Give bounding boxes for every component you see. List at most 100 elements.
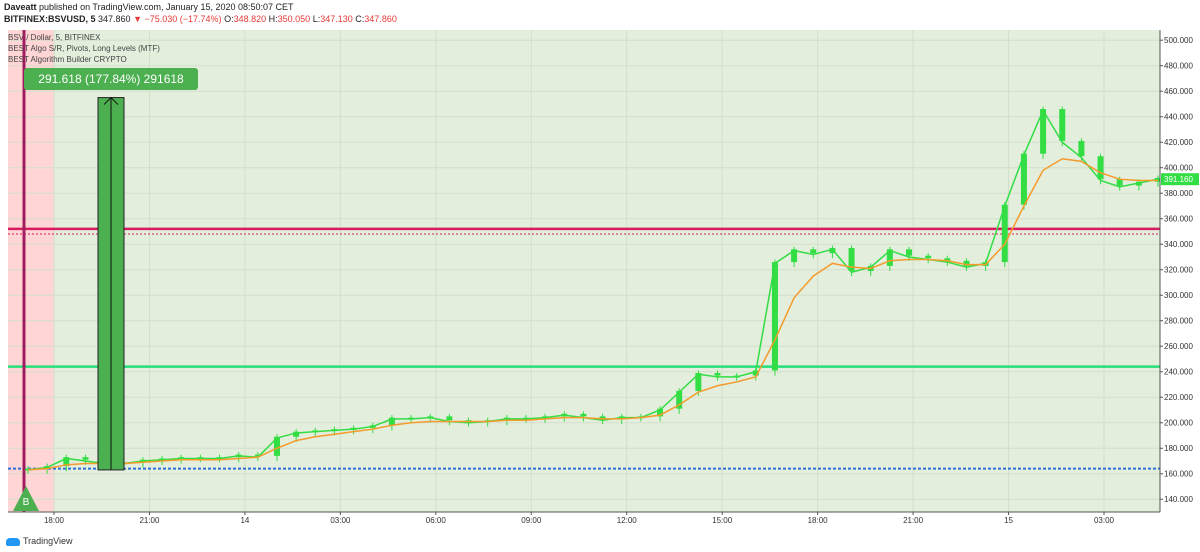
tradingview-logo[interactable]: TradingView: [6, 536, 73, 546]
author[interactable]: Daveatt: [4, 2, 37, 12]
candle-body: [1001, 204, 1008, 263]
cloud-icon: [6, 537, 20, 546]
x-axis[interactable]: 18:00 21:00 14 03:00 06:00 09:00 12:00 15:00 18:…: [8, 511, 1160, 525]
c-value: 347.860: [364, 14, 397, 24]
x-tick-label: 06:00: [426, 516, 447, 525]
y-tick-label: 240.000: [1164, 368, 1193, 377]
x-tick-label: 09:00: [521, 516, 542, 525]
ema-path: [27, 158, 1158, 471]
buy-label: B: [23, 497, 30, 508]
y-tick-label: 380.000: [1164, 189, 1193, 198]
l-label: L:: [312, 14, 321, 24]
indicator-legend: BSV / Dollar, 5, BITFINEX BEST Algo S/R,…: [8, 32, 160, 65]
o-label: O:: [224, 14, 234, 24]
y-tick-label: 180.000: [1164, 444, 1193, 453]
grid: [8, 30, 1160, 512]
candle-body: [791, 249, 798, 263]
candle-body: [886, 249, 893, 266]
price-tag-bg: [1161, 173, 1199, 186]
symbol-line: BITFINEX:BSVUSD, 5 347.860 ▼ −75.030 (−1…: [4, 14, 397, 24]
x-tick-label: 15: [1004, 516, 1013, 525]
candle-body: [1116, 179, 1123, 186]
candle-body: [714, 373, 721, 376]
candle-body: [1059, 109, 1066, 141]
candle-body: [695, 373, 702, 391]
y-tick-label: 420.000: [1164, 138, 1193, 147]
measure-tool[interactable]: [97, 96, 125, 471]
candle-body: [963, 260, 970, 266]
candle-body: [657, 408, 664, 417]
x-tick-label: 18:00: [808, 516, 829, 525]
y-tick-label: 500.000: [1164, 36, 1193, 45]
candle-body: [580, 413, 587, 417]
legend-indicator-2[interactable]: BEST Algorithm Builder CRYPTO: [8, 55, 127, 64]
x-tick-label: 12:00: [617, 516, 638, 525]
candle-body: [388, 417, 395, 426]
x-tick-label: 18:00: [44, 516, 65, 525]
y-tick-label: 300.000: [1164, 291, 1193, 300]
y-tick-label: 220.000: [1164, 393, 1193, 402]
candle-body: [810, 249, 817, 254]
y-tick-label: 260.000: [1164, 342, 1193, 351]
ema-line: [27, 158, 1158, 471]
l-value: 347.130: [320, 14, 353, 24]
candle-body: [273, 436, 280, 456]
candle-body: [771, 262, 778, 371]
y-tick-label: 400.000: [1164, 164, 1193, 173]
measure-badge: 291.618 (177.84%) 291618: [24, 68, 198, 90]
o-value: 348.820: [233, 14, 267, 24]
h-value: 350.050: [277, 14, 311, 24]
price-change: ▼ −75.030 (−17.74%): [133, 14, 222, 24]
buy-marker: B: [13, 486, 39, 511]
symbol[interactable]: BITFINEX:BSVUSD, 5: [4, 14, 96, 24]
candle-body: [446, 416, 453, 421]
x-tick-label: 15:00: [712, 516, 733, 525]
candle-body: [293, 431, 300, 437]
candle-body: [82, 457, 89, 460]
x-tick-label: 21:00: [139, 516, 160, 525]
y-axis-bg: [1160, 30, 1200, 512]
brand-name: TradingView: [23, 536, 73, 546]
candle-body: [1097, 156, 1104, 180]
level-lines: [8, 30, 1160, 512]
candle-body: [925, 255, 932, 259]
price-tag: 391.160: [1161, 173, 1199, 186]
y-tick-label: 480.000: [1164, 62, 1193, 71]
candle-body: [1078, 140, 1085, 157]
x-tick-label: 14: [240, 516, 249, 525]
legend-symbol[interactable]: BSV / Dollar, 5, BITFINEX: [8, 33, 101, 42]
candle-body: [752, 370, 759, 376]
candle-body: [906, 249, 913, 256]
y-tick-label: 200.000: [1164, 419, 1193, 428]
last-price: 347.860: [98, 14, 131, 24]
plot-area: [8, 30, 1160, 512]
x-tick-label: 03:00: [330, 516, 351, 525]
y-tick-label: 460.000: [1164, 87, 1193, 96]
y-tick-label: 360.000: [1164, 215, 1193, 224]
y-tick-label: 340.000: [1164, 240, 1193, 249]
plot-background: [8, 30, 1160, 512]
y-tick-label: 160.000: [1164, 470, 1193, 479]
h-label: H:: [268, 14, 278, 24]
x-tick-label: 21:00: [903, 516, 924, 525]
candle-body: [254, 454, 261, 457]
c-label: C:: [355, 14, 365, 24]
buy-triangle: [13, 486, 39, 511]
publish-header: Daveatt published on TradingView.com, Ja…: [0, 0, 1200, 28]
legend-indicator-1[interactable]: BEST Algo S/R, Pivots, Long Levels (MTF): [8, 44, 160, 53]
measure-arrow-head: [103, 96, 119, 105]
y-tick-label: 440.000: [1164, 113, 1193, 122]
footer: TradingView: [0, 530, 1200, 552]
y-tick-label: 320.000: [1164, 266, 1193, 275]
candle-body: [676, 390, 683, 409]
candle-body: [63, 457, 70, 467]
candle-body: [599, 416, 606, 419]
y-tick-label: 280.000: [1164, 317, 1193, 326]
candle-body: [829, 248, 836, 254]
publish-line: Daveatt published on TradingView.com, Ja…: [4, 2, 294, 12]
candle-body: [944, 258, 951, 261]
y-tick-label: 140.000: [1164, 495, 1193, 504]
y-axis[interactable]: 140.000 160.000 180.000 200.000 220.000 240.0…: [1159, 30, 1200, 512]
candle-body: [1020, 153, 1027, 205]
